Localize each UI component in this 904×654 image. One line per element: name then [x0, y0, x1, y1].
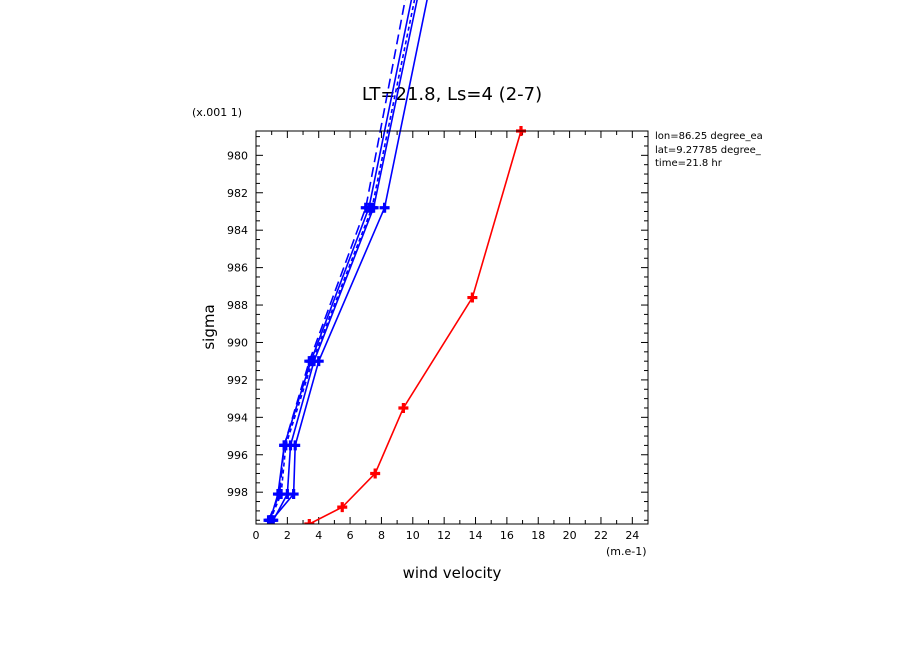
data-point-marker: [274, 489, 285, 500]
x-tick-label: 10: [406, 529, 420, 542]
x-axis-ticks: 0 2 4 6 8 10 12 14 16 18 20 22 24: [253, 131, 649, 542]
x-axis-units: (m.e-1): [606, 545, 647, 558]
x-tick-label: 14: [469, 529, 483, 542]
x-tick-label: 6: [347, 529, 354, 542]
data-point-marker: [370, 468, 381, 479]
y-tick-label: 984: [227, 224, 248, 237]
x-tick-label: 2: [284, 529, 291, 542]
annotation-lon: lon=86.25 degree_ea: [655, 131, 763, 142]
x-tick-label: 18: [531, 529, 545, 542]
y-tick-label: 988: [227, 299, 248, 312]
data-point-marker: [360, 202, 371, 213]
data-point-marker: [337, 502, 348, 513]
annotation-time: time=21.8 hr: [655, 158, 723, 169]
y-tick-label: 986: [227, 262, 248, 275]
x-tick-label: 12: [437, 529, 451, 542]
data-point-marker: [398, 402, 409, 413]
plot-frame: [255, 130, 649, 525]
x-tick-label: 8: [378, 529, 385, 542]
series-line-2: [272, 0, 418, 521]
data-point-marker: [288, 489, 299, 500]
data-point-marker: [304, 356, 315, 367]
x-tick-label: 22: [594, 529, 608, 542]
y-tick-label: 994: [227, 411, 248, 424]
x-tick-label: 24: [625, 529, 639, 542]
x-axis-label: wind velocity: [403, 564, 502, 582]
y-tick-label: 998: [227, 486, 248, 499]
data-point-marker: [379, 202, 390, 213]
series-layer: [263, 0, 526, 524]
y-tick-label: 992: [227, 374, 248, 387]
y-tick-label: 982: [227, 187, 248, 200]
x-tick-label: 0: [253, 529, 260, 542]
y-multiplier-label: (x.001 1): [192, 106, 242, 119]
y-tick-label: 980: [227, 149, 248, 162]
series-line-6: [308, 130, 522, 524]
data-point-marker: [467, 292, 478, 303]
x-tick-label: 20: [563, 529, 577, 542]
annotation-lat: lat=9.27785 degree_: [655, 145, 762, 156]
series-line-3: [271, 0, 428, 521]
x-tick-label: 4: [315, 529, 322, 542]
x-tick-label: 16: [500, 529, 514, 542]
y-axis-label: sigma: [200, 304, 218, 349]
y-tick-label: 996: [227, 449, 248, 462]
data-point-marker: [279, 440, 290, 451]
y-tick-label: 990: [227, 336, 248, 349]
data-point-marker: [304, 519, 315, 524]
series-line-5: [267, 0, 406, 521]
data-point-marker: [290, 440, 301, 451]
y-axis-ticks: 980 982 984 986 988 990 992 994 996 998: [227, 136, 648, 521]
